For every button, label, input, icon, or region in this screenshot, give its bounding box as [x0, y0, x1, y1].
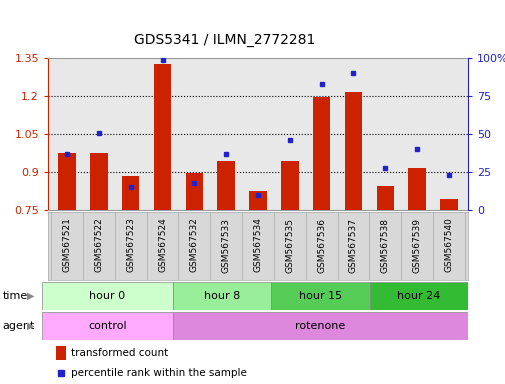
Bar — [344, 92, 362, 210]
Text: hour 15: hour 15 — [298, 291, 341, 301]
Bar — [271, 282, 369, 310]
Text: GSM567523: GSM567523 — [126, 217, 135, 272]
Text: GSM567539: GSM567539 — [412, 217, 421, 273]
Text: GSM567533: GSM567533 — [221, 217, 230, 273]
Text: control: control — [88, 321, 127, 331]
Bar — [90, 153, 108, 210]
Text: GSM567534: GSM567534 — [253, 217, 262, 272]
Text: GSM567532: GSM567532 — [189, 217, 198, 272]
Text: GSM567521: GSM567521 — [63, 217, 71, 272]
Bar — [217, 161, 234, 210]
Bar — [56, 346, 66, 360]
Bar — [173, 282, 271, 310]
Text: hour 24: hour 24 — [396, 291, 440, 301]
Bar — [154, 65, 171, 210]
Bar — [280, 161, 298, 210]
Text: hour 0: hour 0 — [89, 291, 125, 301]
Bar — [42, 282, 173, 310]
Bar — [42, 312, 173, 340]
Bar — [173, 312, 467, 340]
Text: GDS5341 / ILMN_2772281: GDS5341 / ILMN_2772281 — [133, 33, 315, 46]
Text: transformed count: transformed count — [71, 348, 168, 358]
Bar — [439, 199, 457, 210]
Text: GSM567522: GSM567522 — [94, 217, 103, 272]
Text: time: time — [3, 291, 28, 301]
Text: ▶: ▶ — [27, 321, 34, 331]
Bar — [185, 173, 203, 210]
Bar — [312, 98, 330, 210]
Bar — [122, 176, 139, 210]
Text: hour 8: hour 8 — [204, 291, 240, 301]
Bar — [58, 153, 76, 210]
Text: percentile rank within the sample: percentile rank within the sample — [71, 368, 246, 378]
Bar — [408, 168, 425, 210]
Bar — [376, 186, 393, 210]
Bar — [249, 191, 266, 210]
Text: GSM567536: GSM567536 — [317, 217, 326, 273]
Text: agent: agent — [3, 321, 35, 331]
Text: GSM567537: GSM567537 — [348, 217, 357, 273]
Text: ▶: ▶ — [27, 291, 34, 301]
Text: GSM567538: GSM567538 — [380, 217, 389, 273]
Text: GSM567540: GSM567540 — [443, 217, 452, 272]
Text: rotenone: rotenone — [295, 321, 345, 331]
Bar — [369, 282, 467, 310]
Text: GSM567524: GSM567524 — [158, 217, 167, 272]
Text: GSM567535: GSM567535 — [285, 217, 294, 273]
